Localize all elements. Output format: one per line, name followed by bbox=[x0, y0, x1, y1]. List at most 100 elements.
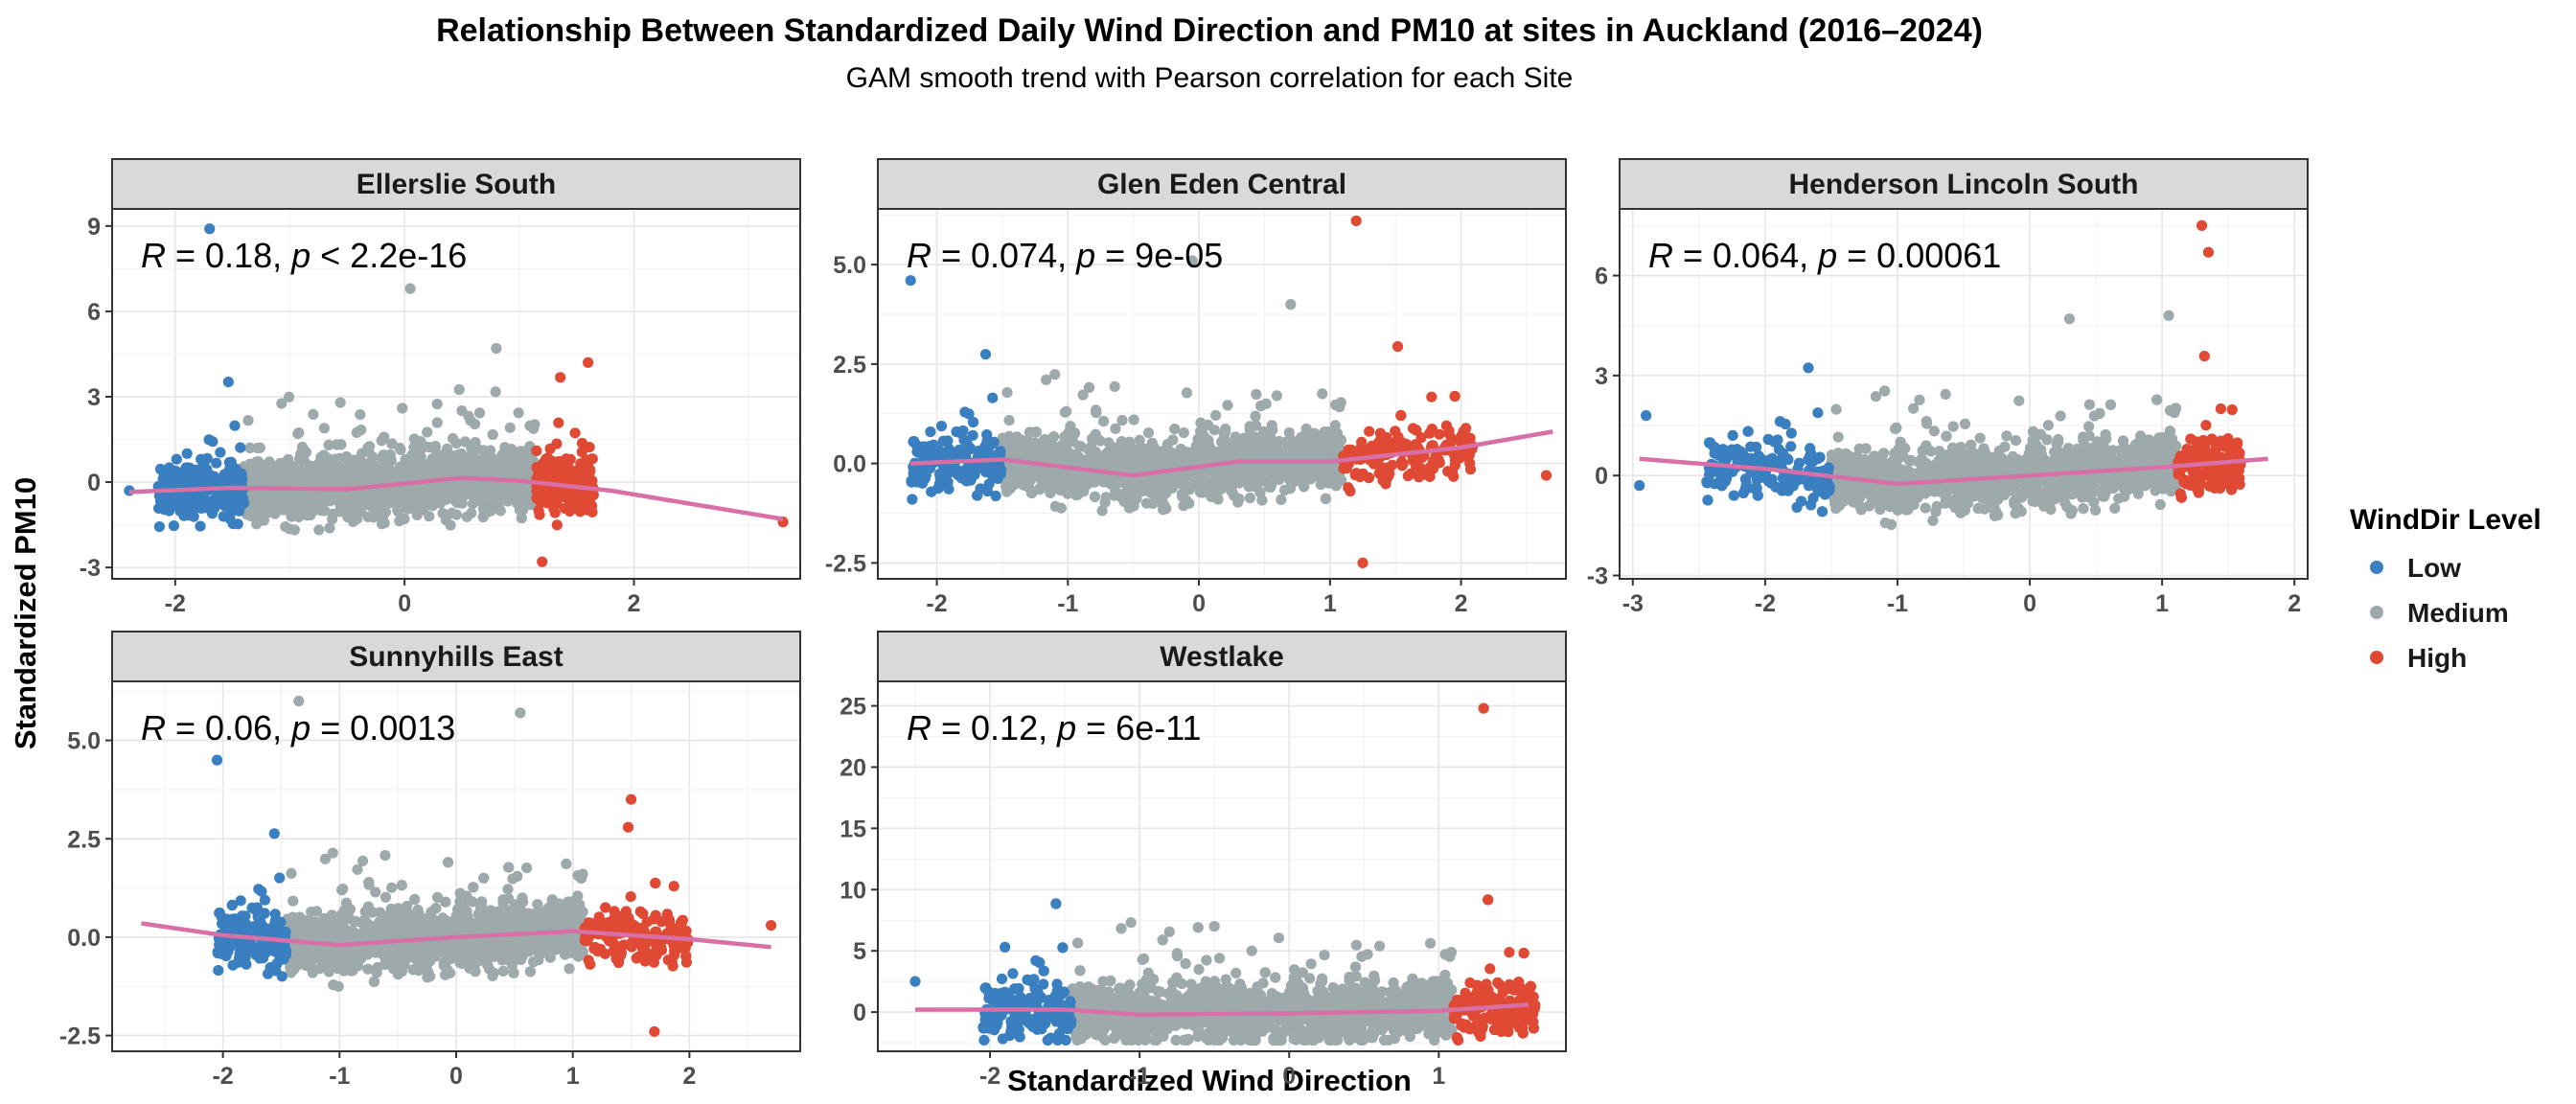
data-point bbox=[394, 461, 405, 472]
y-axis-title: Standardized PM10 bbox=[9, 477, 42, 749]
data-point bbox=[206, 495, 218, 507]
x-tick-label: -1 bbox=[1057, 590, 1078, 617]
panel-1: Glen Eden Central-2 -1 0 1 2-2.50.02.55.0 R =… bbox=[825, 158, 1567, 617]
data-point bbox=[482, 462, 494, 474]
data-point bbox=[232, 518, 243, 530]
data-point bbox=[1343, 482, 1354, 494]
data-point bbox=[270, 469, 282, 481]
data-point bbox=[421, 488, 433, 500]
data-point bbox=[1003, 415, 1015, 426]
data-point bbox=[987, 392, 999, 403]
data-point bbox=[1134, 434, 1145, 446]
y-tick-label: 2.5 bbox=[833, 352, 866, 379]
data-point bbox=[964, 443, 976, 454]
data-point bbox=[180, 500, 192, 512]
data-point bbox=[351, 426, 362, 438]
data-point bbox=[1175, 444, 1186, 455]
data-point bbox=[301, 510, 313, 521]
data-point bbox=[518, 446, 529, 457]
data-point bbox=[1299, 443, 1310, 454]
data-point bbox=[429, 444, 441, 455]
data-point bbox=[1287, 442, 1299, 453]
data-point bbox=[1110, 423, 1121, 434]
data-point bbox=[224, 462, 236, 473]
data-point bbox=[1165, 447, 1177, 458]
x-tick-label: 2 bbox=[628, 590, 641, 617]
outlier-point bbox=[1285, 299, 1297, 310]
data-point bbox=[569, 427, 581, 439]
data-point bbox=[1111, 442, 1123, 453]
data-point bbox=[547, 455, 559, 468]
data-point bbox=[1167, 434, 1179, 446]
data-point bbox=[1001, 486, 1013, 497]
data-point bbox=[313, 491, 325, 503]
data-point bbox=[511, 455, 522, 467]
data-point bbox=[1124, 436, 1136, 448]
data-point bbox=[364, 441, 376, 452]
data-point bbox=[339, 465, 351, 476]
data-point bbox=[1443, 426, 1455, 437]
data-point bbox=[1425, 461, 1437, 472]
data-point bbox=[234, 501, 245, 513]
data-point bbox=[424, 511, 435, 522]
data-point bbox=[1059, 431, 1070, 443]
data-point bbox=[334, 397, 346, 408]
data-point bbox=[1187, 468, 1199, 479]
data-point bbox=[1103, 437, 1115, 448]
data-point bbox=[1112, 477, 1123, 489]
data-point bbox=[1149, 458, 1162, 470]
data-point bbox=[472, 457, 483, 469]
data-point bbox=[1058, 474, 1070, 486]
data-point bbox=[431, 417, 443, 428]
data-point bbox=[1096, 505, 1108, 517]
data-point bbox=[1018, 472, 1029, 483]
data-point bbox=[242, 415, 254, 426]
data-point bbox=[551, 438, 563, 449]
data-point bbox=[347, 516, 358, 528]
data-point bbox=[531, 485, 542, 496]
data-point bbox=[473, 407, 486, 419]
data-point bbox=[251, 518, 263, 530]
data-point bbox=[252, 494, 264, 506]
panel-border bbox=[877, 208, 1567, 580]
data-point bbox=[181, 448, 193, 459]
data-point bbox=[195, 520, 206, 532]
data-point bbox=[1355, 442, 1368, 453]
data-point bbox=[908, 436, 920, 448]
data-point bbox=[1458, 426, 1469, 437]
data-point bbox=[327, 508, 339, 520]
data-point bbox=[369, 494, 380, 506]
data-point bbox=[232, 490, 243, 501]
data-point bbox=[1128, 414, 1139, 426]
data-point bbox=[1049, 369, 1061, 380]
y-tick-label: -3 bbox=[80, 555, 101, 582]
data-point bbox=[201, 452, 213, 464]
data-point bbox=[1059, 406, 1070, 418]
data-point bbox=[283, 453, 294, 465]
data-point bbox=[980, 441, 992, 452]
data-point bbox=[979, 349, 992, 360]
data-point bbox=[1274, 436, 1285, 448]
data-point bbox=[351, 494, 362, 507]
data-point bbox=[1235, 473, 1247, 485]
data-point bbox=[1211, 469, 1223, 480]
points bbox=[905, 215, 1552, 568]
data-point bbox=[1449, 390, 1460, 402]
data-point bbox=[551, 519, 563, 531]
data-point bbox=[1222, 400, 1233, 411]
correlation-annotation: R = 0.074, p = 9e-05 bbox=[907, 236, 1223, 275]
data-point bbox=[967, 429, 978, 441]
data-point bbox=[444, 454, 456, 466]
data-point bbox=[559, 502, 571, 515]
data-point bbox=[1038, 479, 1049, 491]
data-point bbox=[456, 456, 468, 468]
data-point bbox=[244, 442, 256, 453]
data-point bbox=[584, 442, 595, 453]
data-point bbox=[925, 426, 936, 438]
data-point bbox=[284, 523, 295, 535]
data-point bbox=[1181, 387, 1192, 399]
data-point bbox=[1026, 487, 1038, 499]
data-point bbox=[1024, 441, 1035, 453]
data-point bbox=[1039, 434, 1050, 446]
x-tick-label: -2 bbox=[926, 590, 947, 617]
